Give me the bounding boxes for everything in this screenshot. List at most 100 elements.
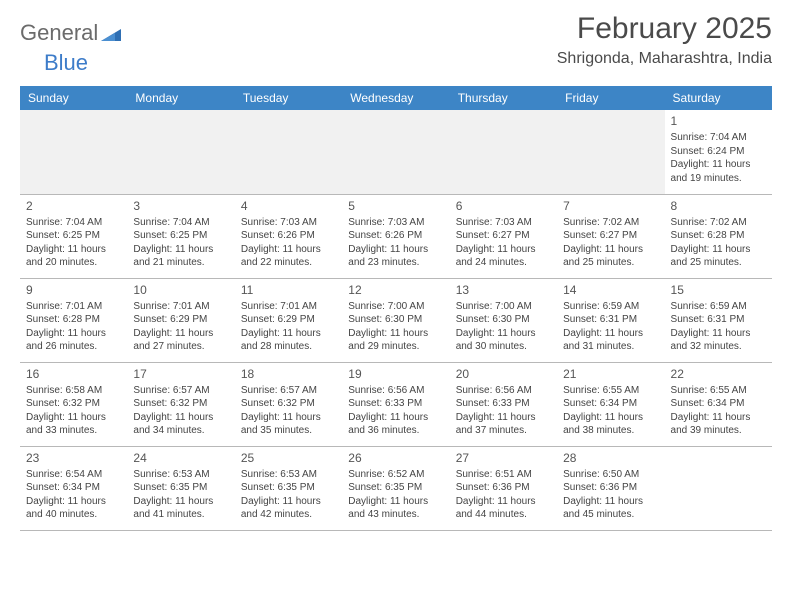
daylight-text: and 27 minutes. (133, 340, 228, 354)
daylight-text: Daylight: 11 hours (671, 158, 766, 172)
brand-logo: General (20, 20, 123, 46)
weekday-header: Monday (127, 86, 234, 110)
daylight-text: and 29 minutes. (348, 340, 443, 354)
daylight-text: and 26 minutes. (26, 340, 121, 354)
calendar-cell: 20 Sunrise: 6:56 AMSunset: 6:33 PMDayligh… (450, 362, 557, 446)
sunset-text: Sunset: 6:29 PM (241, 313, 336, 327)
calendar-cell (557, 110, 664, 194)
calendar-cell: 25Sunrise: 6:53 AMSunset: 6:35 PMDayligh… (235, 446, 342, 530)
daylight-text: and 22 minutes. (241, 256, 336, 270)
sunrise-text: Sunrise: 7:00 AM (348, 300, 443, 314)
sunrise-text: Sunrise: 6:59 AM (671, 300, 766, 314)
calendar-cell: 7Sunrise: 7:02 AMSunset: 6:27 PMDaylight… (557, 194, 664, 278)
calendar-cell: 14Sunrise: 6:59 AMSunset: 6:31 PMDayligh… (557, 278, 664, 362)
calendar-cell: 22Sunrise: 6:55 AMSunset: 6:34 PMDayligh… (665, 362, 772, 446)
daylight-text: Daylight: 11 hours (133, 495, 228, 509)
daylight-text: Daylight: 11 hours (26, 411, 121, 425)
daylight-text: Daylight: 11 hours (456, 243, 551, 257)
sunset-text: Sunset: 6:34 PM (563, 397, 658, 411)
daylight-text: Daylight: 11 hours (348, 411, 443, 425)
daylight-text: and 31 minutes. (563, 340, 658, 354)
day-number: 21 (563, 366, 658, 382)
sunset-text: Sunset: 6:25 PM (26, 229, 121, 243)
sunrise-text: Sunrise: 7:03 AM (241, 216, 336, 230)
daylight-text: and 32 minutes. (671, 340, 766, 354)
day-number: 6 (456, 198, 551, 214)
calendar-row: 16Sunrise: 6:58 AMSunset: 6:32 PMDayligh… (20, 362, 772, 446)
daylight-text: Daylight: 11 hours (241, 243, 336, 257)
daylight-text: Daylight: 11 hours (26, 327, 121, 341)
calendar-cell (665, 446, 772, 530)
sunset-text: Sunset: 6:26 PM (348, 229, 443, 243)
day-number: 9 (26, 282, 121, 298)
daylight-text: and 19 minutes. (671, 172, 766, 186)
sunset-text: Sunset: 6:36 PM (456, 481, 551, 495)
sunrise-text: Sunrise: 7:01 AM (133, 300, 228, 314)
day-number: 25 (241, 450, 336, 466)
day-number: 12 (348, 282, 443, 298)
sunrise-text: Sunrise: 7:01 AM (241, 300, 336, 314)
sunset-text: Sunset: 6:25 PM (133, 229, 228, 243)
daylight-text: and 44 minutes. (456, 508, 551, 522)
sunset-text: Sunset: 6:31 PM (671, 313, 766, 327)
sunrise-text: Sunrise: 6:56 AM (456, 384, 551, 398)
brand-triangle-icon (101, 25, 121, 41)
month-title: February 2025 (557, 12, 772, 46)
daylight-text: and 20 minutes. (26, 256, 121, 270)
sunset-text: Sunset: 6:24 PM (671, 145, 766, 159)
calendar-cell: 18Sunrise: 6:57 AMSunset: 6:32 PMDayligh… (235, 362, 342, 446)
daylight-text: and 25 minutes. (671, 256, 766, 270)
sunrise-text: Sunrise: 7:03 AM (348, 216, 443, 230)
weekday-header: Friday (557, 86, 664, 110)
daylight-text: Daylight: 11 hours (348, 327, 443, 341)
calendar-cell (20, 110, 127, 194)
daylight-text: Daylight: 11 hours (456, 495, 551, 509)
daylight-text: and 30 minutes. (456, 340, 551, 354)
calendar-cell (235, 110, 342, 194)
calendar-cell: 28Sunrise: 6:50 AMSunset: 6:36 PMDayligh… (557, 446, 664, 530)
daylight-text: Daylight: 11 hours (671, 243, 766, 257)
sunrise-text: Sunrise: 6:56 AM (348, 384, 443, 398)
calendar-cell (450, 110, 557, 194)
day-number: 1 (671, 113, 766, 129)
sunset-text: Sunset: 6:28 PM (26, 313, 121, 327)
daylight-text: and 36 minutes. (348, 424, 443, 438)
daylight-text: Daylight: 11 hours (456, 411, 551, 425)
daylight-text: Daylight: 11 hours (671, 327, 766, 341)
calendar-cell: 1Sunrise: 7:04 AMSunset: 6:24 PMDaylight… (665, 110, 772, 194)
sunrise-text: Sunrise: 6:59 AM (563, 300, 658, 314)
sunset-text: Sunset: 6:33 PM (456, 397, 551, 411)
daylight-text: Daylight: 11 hours (133, 243, 228, 257)
day-number: 28 (563, 450, 658, 466)
weekday-header: Saturday (665, 86, 772, 110)
daylight-text: and 35 minutes. (241, 424, 336, 438)
calendar-cell: 3Sunrise: 7:04 AMSunset: 6:25 PMDaylight… (127, 194, 234, 278)
daylight-text: Daylight: 11 hours (26, 495, 121, 509)
sunset-text: Sunset: 6:31 PM (563, 313, 658, 327)
sunrise-text: Sunrise: 6:57 AM (241, 384, 336, 398)
day-number: 4 (241, 198, 336, 214)
sunset-text: Sunset: 6:35 PM (133, 481, 228, 495)
calendar-cell: 2Sunrise: 7:04 AMSunset: 6:25 PMDaylight… (20, 194, 127, 278)
calendar-cell: 19Sunrise: 6:56 AMSunset: 6:33 PMDayligh… (342, 362, 449, 446)
day-number: 13 (456, 282, 551, 298)
sunset-text: Sunset: 6:27 PM (563, 229, 658, 243)
daylight-text: Daylight: 11 hours (456, 327, 551, 341)
daylight-text: and 39 minutes. (671, 424, 766, 438)
sunrise-text: Sunrise: 6:55 AM (671, 384, 766, 398)
day-number: 5 (348, 198, 443, 214)
sunset-text: Sunset: 6:32 PM (133, 397, 228, 411)
calendar-cell: 17Sunrise: 6:57 AMSunset: 6:32 PMDayligh… (127, 362, 234, 446)
sunset-text: Sunset: 6:33 PM (348, 397, 443, 411)
daylight-text: and 38 minutes. (563, 424, 658, 438)
day-number: 20 (456, 366, 551, 382)
sunset-text: Sunset: 6:27 PM (456, 229, 551, 243)
day-number: 23 (26, 450, 121, 466)
sunrise-text: Sunrise: 6:53 AM (241, 468, 336, 482)
calendar-cell: 6Sunrise: 7:03 AMSunset: 6:27 PMDaylight… (450, 194, 557, 278)
calendar-cell: 8Sunrise: 7:02 AMSunset: 6:28 PMDaylight… (665, 194, 772, 278)
day-number: 11 (241, 282, 336, 298)
daylight-text: Daylight: 11 hours (563, 495, 658, 509)
sunset-text: Sunset: 6:36 PM (563, 481, 658, 495)
daylight-text: Daylight: 11 hours (563, 411, 658, 425)
